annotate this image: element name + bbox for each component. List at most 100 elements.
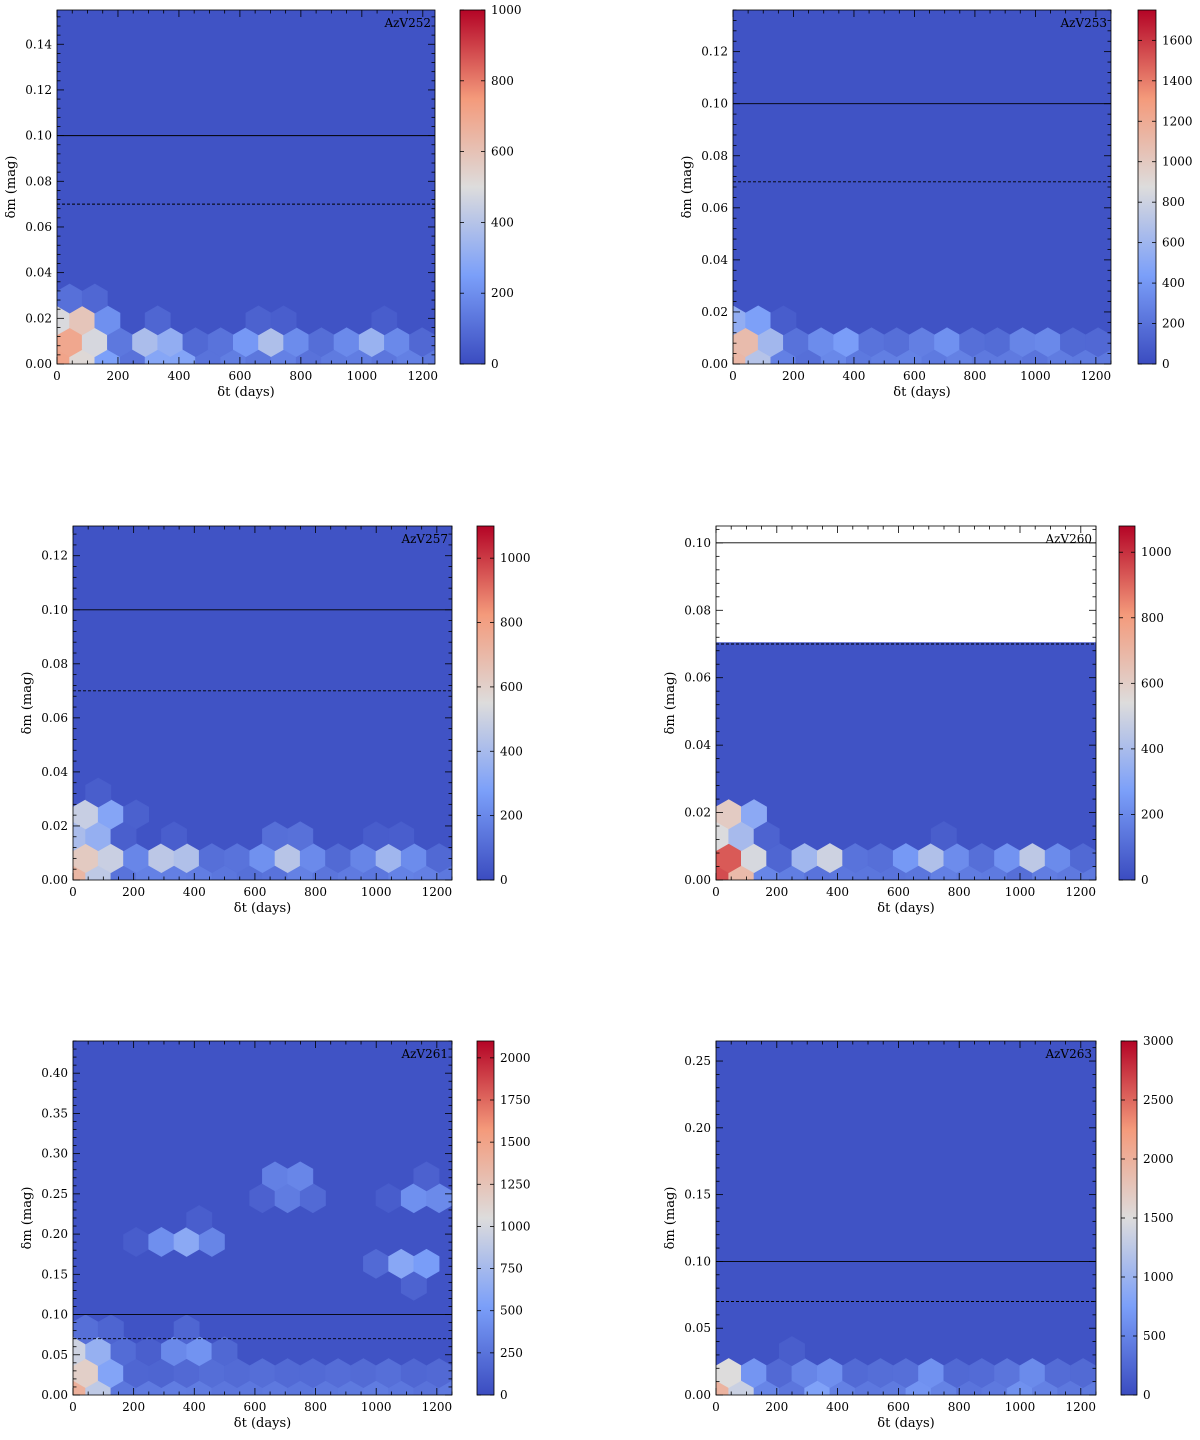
hex-bin <box>186 1205 213 1236</box>
hex-bin <box>123 799 149 830</box>
x-tick-label: 1000 <box>347 369 378 383</box>
hex-bin <box>270 305 297 336</box>
colorbar-tick-label: 0 <box>1143 1388 1151 1402</box>
colorbar-tick-label: 0 <box>500 1388 508 1402</box>
colorbar-tick-label: 2000 <box>1143 1152 1174 1166</box>
hexbin-field <box>73 526 452 880</box>
y-tick-label: 0.08 <box>25 174 52 188</box>
x-axis-label: δt (days) <box>234 1416 291 1431</box>
y-tick-label: 0.05 <box>41 1348 68 1362</box>
panel-AzV261: 0 200 400 600 800 1000 1200 0.00 0.05 0.10 0.15 0.2… <box>20 1040 531 1431</box>
colorbar-tick-label: 1000 <box>500 1219 531 1233</box>
y-tick-label: 0.08 <box>684 603 711 617</box>
x-tick-label: 0 <box>53 369 61 383</box>
panel-AzV252: 0 200 400 600 800 1000 1200 0.00 0.02 0.04 0.06 0.0… <box>4 3 522 400</box>
x-tick-label: 200 <box>122 885 145 899</box>
axes-frame <box>715 525 1097 881</box>
colorbar-tick-label: 200 <box>500 809 523 823</box>
y-tick-label: 0.00 <box>41 873 68 887</box>
x-tick-label: 0 <box>729 369 737 383</box>
colorbar-tick-label: 1000 <box>500 551 531 565</box>
colorbar-tick-label: 1400 <box>1162 74 1193 88</box>
x-tick-label: 800 <box>304 1400 327 1414</box>
hex-bin <box>73 1380 86 1395</box>
colorbar-tick-label: 400 <box>500 744 523 758</box>
hex-bin <box>211 1336 238 1367</box>
hex-bin <box>1095 1365 1096 1381</box>
colorbar: 0 200 400 600 800 1000 <box>1118 525 1172 887</box>
x-tick-label: 600 <box>243 1400 266 1414</box>
y-tick-label: 0.00 <box>41 1388 68 1402</box>
y-tick-label: 0.06 <box>41 711 68 725</box>
x-tick-label: 200 <box>765 885 788 899</box>
y-axis-label: δm (mag) <box>663 1187 678 1250</box>
y-tick-label: 0.12 <box>41 549 68 563</box>
x-tick-label: 0 <box>69 1400 77 1414</box>
y-tick-label: 0.20 <box>41 1227 68 1241</box>
y-tick-label: 0.06 <box>701 201 728 215</box>
panel-title: AzV252 <box>383 16 431 30</box>
colorbar: 0 250 500 750 1000 1250 1500 1750 2000 <box>476 1040 531 1402</box>
colorbar: 0 200 400 600 800 1000 1200 1400 1600 <box>1137 9 1193 371</box>
colorbar-tick-label: 1750 <box>500 1093 531 1107</box>
x-tick-label: 1000 <box>1005 885 1036 899</box>
y-tick-label: 0.02 <box>41 819 68 833</box>
colorbar-tick-label: 0 <box>491 357 499 371</box>
x-axis-label: δt (days) <box>234 901 291 916</box>
axes-frame <box>56 9 436 365</box>
x-tick-label: 600 <box>887 885 910 899</box>
colorbar-tick-label: 600 <box>491 145 514 159</box>
hex-bin <box>371 305 398 336</box>
y-tick-label: 0.12 <box>25 83 52 97</box>
panel-title: AzV257 <box>400 532 448 546</box>
axes-frame <box>715 1040 1097 1396</box>
y-tick-label: 0.40 <box>41 1066 68 1080</box>
panel-title: AzV261 <box>400 1047 448 1061</box>
hex-bin <box>770 305 797 336</box>
x-tick-label: 1000 <box>1005 1400 1036 1414</box>
x-tick-label: 200 <box>765 1400 788 1414</box>
y-tick-label: 0.10 <box>684 1254 711 1268</box>
y-tick-label: 0.30 <box>41 1147 68 1161</box>
x-axis-label: δt (days) <box>893 385 950 400</box>
x-tick-label: 400 <box>843 369 866 383</box>
hexbin-field <box>733 10 1111 364</box>
y-tick-label: 0.25 <box>684 1054 711 1068</box>
colorbar-gradient <box>1137 9 1157 365</box>
colorbar-tick-label: 600 <box>1162 236 1185 250</box>
panel-AzV253: 0 200 400 600 800 1000 1200 0.00 0.02 0.04 0.06 0.0… <box>680 9 1193 400</box>
y-tick-label: 0.20 <box>684 1121 711 1135</box>
x-tick-label: 0 <box>69 885 77 899</box>
colorbar-tick-label: 800 <box>1162 195 1185 209</box>
y-tick-label: 0.10 <box>41 1308 68 1322</box>
x-tick-label: 400 <box>183 1400 206 1414</box>
hexbin-field <box>73 1041 452 1395</box>
colorbar: 0 200 400 600 800 1000 <box>476 525 531 887</box>
hex-bin <box>144 305 171 336</box>
y-tick-label: 0.02 <box>701 305 728 319</box>
colorbar-tick-label: 250 <box>500 1346 523 1360</box>
x-tick-label: 400 <box>826 885 849 899</box>
hex-bin <box>434 334 435 351</box>
colorbar: 0 200 400 600 800 1000 <box>459 3 522 371</box>
hex-bin <box>778 1336 805 1367</box>
hex-bin <box>388 821 415 852</box>
colorbar-gradient <box>459 9 486 365</box>
panel-AzV257: 0 200 400 600 800 1000 1200 0.00 0.02 0.04 0.06 0.0… <box>20 525 531 916</box>
y-axis-label: δm (mag) <box>20 672 35 735</box>
x-tick-label: 200 <box>122 1400 145 1414</box>
x-axis-label: δt (days) <box>877 901 934 916</box>
colorbar-tick-label: 1500 <box>1143 1211 1174 1225</box>
colorbar-tick-label: 200 <box>1141 807 1164 821</box>
colorbar-tick-label: 500 <box>500 1304 523 1318</box>
y-tick-label: 0.04 <box>41 765 68 779</box>
panel-title: AzV263 <box>1044 1047 1092 1061</box>
x-tick-label: 400 <box>826 1400 849 1414</box>
density-background <box>73 1041 452 1395</box>
y-tick-label: 0.00 <box>684 873 711 887</box>
colorbar-tick-label: 400 <box>491 215 514 229</box>
panel-title: AzV260 <box>1044 532 1092 546</box>
colorbar-tick-label: 1000 <box>1141 545 1172 559</box>
y-tick-label: 0.14 <box>25 37 52 51</box>
axes-frame <box>72 525 453 881</box>
